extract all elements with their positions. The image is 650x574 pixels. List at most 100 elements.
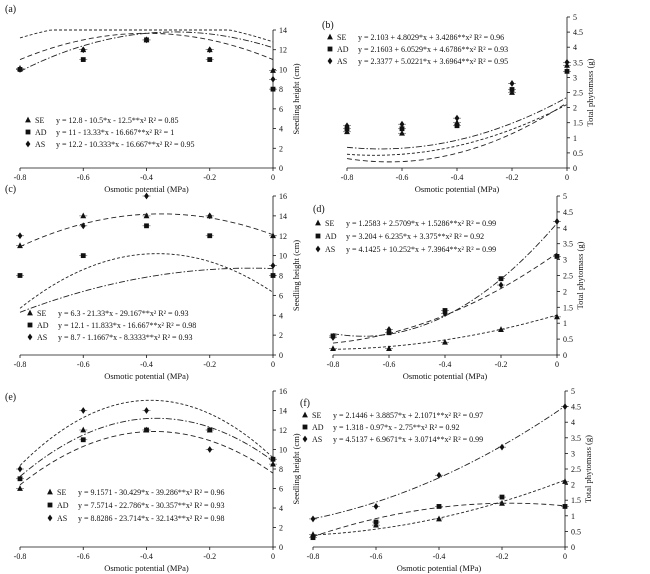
legend-fit-equation: y = 11 - 13.33*x - 16.667**x² R² = 1 [56,128,174,137]
data-point-as [344,122,350,130]
legend-series-name: AD [37,321,49,330]
y-tick-label: 1.5 [573,119,583,128]
legend-series-name: AD [337,45,349,54]
y-tick-label: 2 [571,481,575,490]
data-point-as [207,446,213,453]
legend-series-name: SE [312,411,321,420]
y-tick-label: 2 [279,331,283,340]
legend-marker-se [47,488,53,495]
y-tick-label: 3.5 [563,240,573,249]
data-point-as [80,222,86,230]
y-tick-label: 0 [573,164,577,173]
legend-fit-equation: y = 9.1571 - 30.429*x - 39.286**x² R² = … [78,488,224,497]
x-tick-label: -0.8 [341,173,354,182]
data-point-se [80,426,87,433]
data-point-ad [17,273,23,278]
y-tick-label: 6 [279,291,283,300]
legend-series-name: AS [312,435,322,444]
data-point-as [144,192,149,200]
legend-fit-equation: y = 2.3377 + 5.0221*x + 3.6964**x² R² = … [358,57,508,66]
legend-marker-as [47,514,53,522]
chart-panel-3: (c) -0.8 -0.6 -0.4 -0.2 0 Osmotic potential (M… [5,184,301,381]
y-tick-label: 4 [279,125,283,134]
data-point-as [330,334,336,341]
data-point-se [373,521,379,528]
data-point-as [144,407,149,414]
data-point-ad [270,86,276,92]
legend-marker-se [327,33,333,40]
x-tick-label: 0 [555,360,559,369]
data-point-as [80,46,86,54]
panel-label: (b) [322,20,334,31]
legend-series-name: SE [35,116,44,125]
data-point-ad [498,276,504,282]
y-tick-label: 4 [573,43,577,52]
y-tick-label: 12 [279,426,287,435]
data-point-as [207,212,213,220]
panel-label: (c) [5,184,16,195]
y-tick-label: 0 [279,351,283,360]
data-point-se [509,89,515,95]
y-tick-label: 2 [573,104,577,113]
data-point-se [498,326,504,332]
legend-series-name: AD [57,501,69,510]
data-point-ad [454,123,460,129]
data-point-as [310,515,316,523]
x-axis-label: Osmotic potential (MPa) [104,371,189,381]
legend-fit-equation: y = 4.1425 + 10.252*x + 7.3964**x² R² = … [346,245,496,254]
y-tick-label: 6 [279,105,283,114]
y-tick-label: 8 [279,465,283,474]
legend-series-name: AD [325,232,337,241]
x-tick-label: -0.2 [203,552,216,561]
data-point-as [454,114,460,122]
data-point-as [436,471,442,479]
x-tick-label: 0 [563,552,567,561]
data-point-ad [436,504,442,509]
fit-line-ad [19,213,274,248]
y-tick-label: 16 [279,387,287,396]
fit-line-ad [346,102,568,163]
y-tick-label: 2.5 [571,465,581,474]
x-tick-label: 0 [271,360,275,369]
x-tick-label: -0.6 [370,552,383,561]
legend-fit-equation: y = 6.3 - 21.33*x - 29.167**x² R² = 0.93 [58,309,188,318]
y-tick-label: 4 [563,224,567,233]
y-tick-label: 8 [279,272,283,281]
y-tick-label: 0 [279,164,283,173]
legend-fit-equation: y = 8.7 - 1.1667*x - 8.3333**x² R² = 0.9… [58,333,192,342]
legend-series-name: AS [325,245,335,254]
legend-series-name: AS [337,57,347,66]
fit-line-se [19,399,274,466]
legend-series-name: SE [57,488,66,497]
panel-label: (e) [5,392,16,403]
y-tick-label: 4.5 [563,208,573,217]
data-point-ad [564,68,570,74]
x-tick-label: -0.8 [14,173,27,182]
panel-label: (a) [5,4,16,15]
y-tick-label: 5 [573,13,577,22]
y-axis-label: Total phytomass (g) [583,435,593,503]
fit-line-as [19,267,274,313]
data-point-ad [80,253,86,259]
y-axis-label: Total phytomass (g) [575,241,585,309]
y-axis-label: Total phytomass (g) [585,58,595,126]
chart-panel-4: (d) -0.8 -0.6 -0.4 -0.2 0 Osmotic potential (M… [313,192,585,381]
chart-panel-2: (b) -0.8 -0.6 -0.4 -0.2 0 Osmotic potential (M… [322,13,595,194]
y-tick-label: 1.5 [563,303,573,312]
data-point-ad [144,223,149,229]
legend-fit-equation: y = 8.8286 - 23.714*x - 32.143**x² R² = … [78,514,224,523]
legend-marker-se [25,116,31,123]
x-tick-label: -0.4 [140,360,153,369]
legend-marker-se [315,219,321,226]
data-point-se [143,212,150,219]
legend-marker-ad [327,46,333,52]
data-point-ad [207,57,213,62]
data-point-se [399,129,405,136]
y-tick-label: 6 [279,485,283,494]
y-tick-label: 5 [563,192,567,201]
data-point-ad [207,427,213,433]
y-axis-label: Seedling height (cm) [291,63,301,134]
x-tick-label: 0 [565,173,569,182]
y-tick-label: 1 [573,134,577,143]
data-point-se [436,515,442,522]
